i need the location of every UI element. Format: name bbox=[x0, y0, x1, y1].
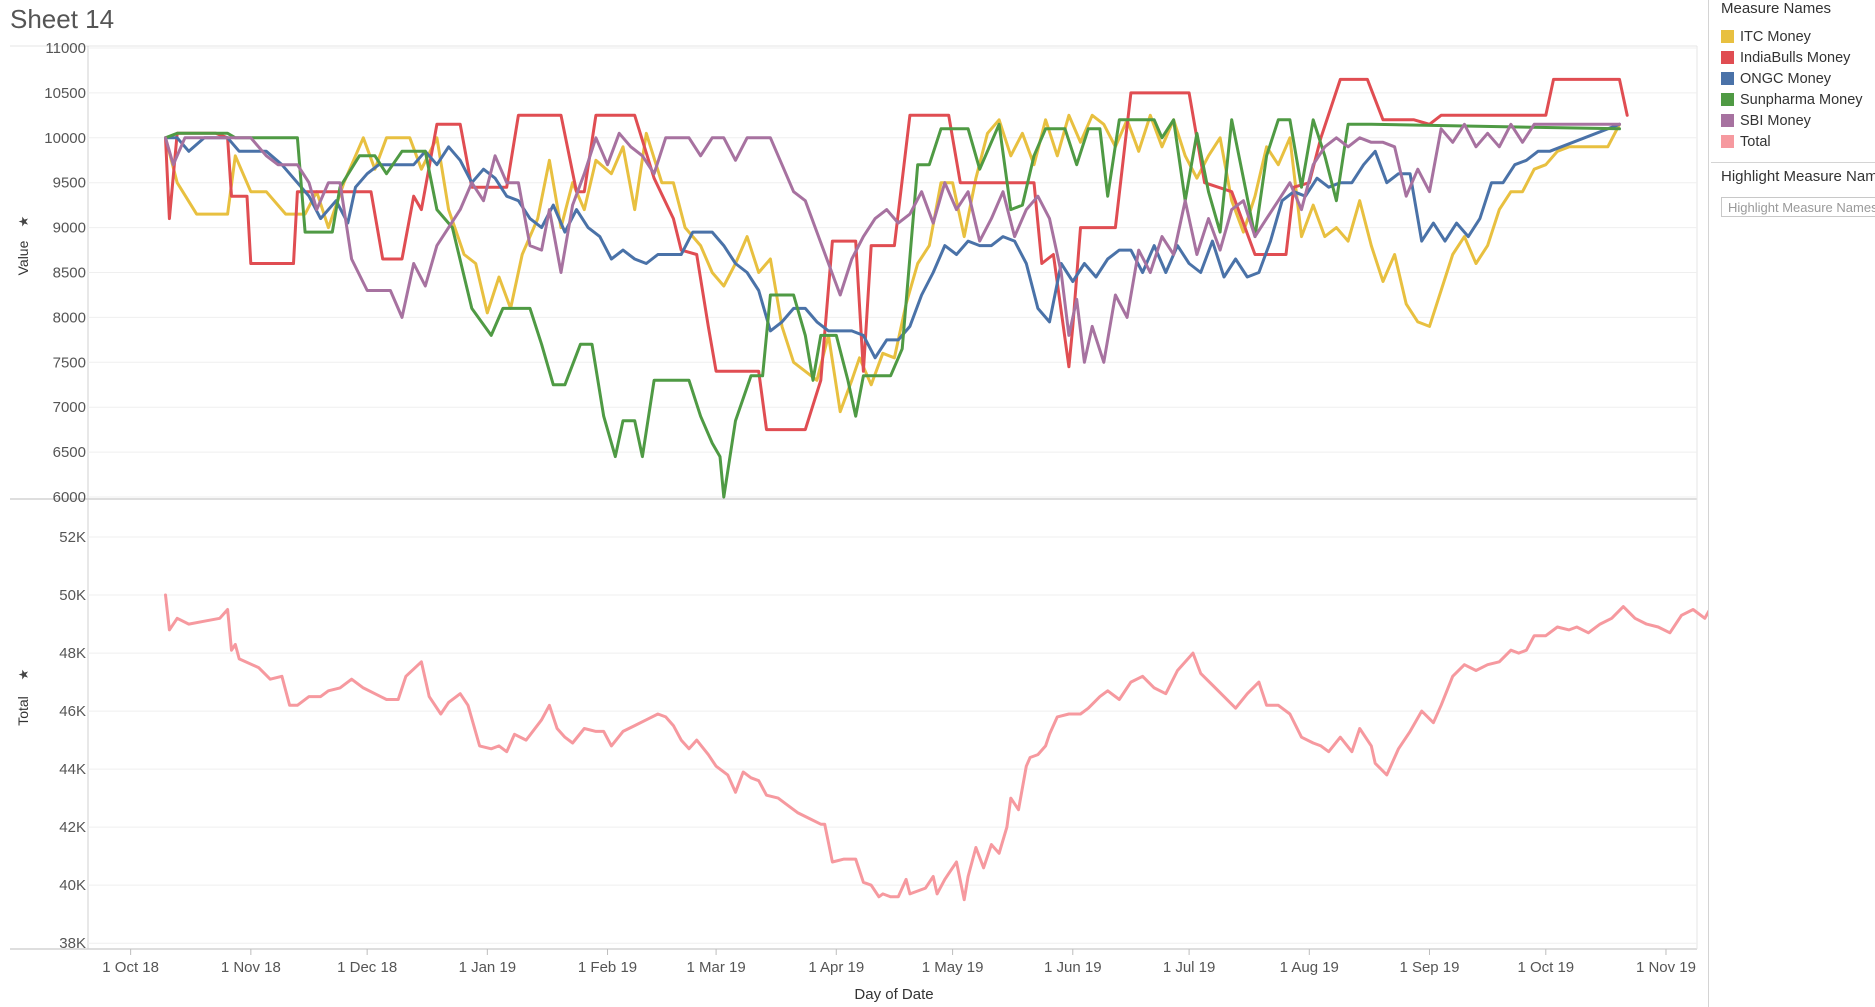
legend-item-indiabulls-money[interactable]: IndiaBulls Money bbox=[1721, 47, 1863, 68]
x-tick-label: 1 Dec 18 bbox=[337, 959, 397, 976]
y-tick-label: 40K bbox=[59, 877, 86, 894]
pin-icon[interactable]: ★ bbox=[17, 669, 32, 681]
legend-swatch bbox=[1721, 135, 1734, 148]
x-tick-label: 1 Feb 19 bbox=[578, 959, 637, 976]
chart-area[interactable]: 11000 10500 10000 9500 9000 8500 8000 7500 7000 6… bbox=[0, 0, 1708, 1007]
y-tick-label: 48K bbox=[59, 645, 86, 662]
highlight-title: Highlight Measure Names bbox=[1721, 168, 1875, 185]
x-tick-label: 1 Jul 19 bbox=[1163, 959, 1216, 976]
y-tick-label: 42K bbox=[59, 819, 86, 836]
legend-item-itc-money[interactable]: ITC Money bbox=[1721, 26, 1863, 47]
series-line-sbi-money[interactable] bbox=[164, 122, 1621, 364]
x-tick-label: 1 Nov 19 bbox=[1636, 959, 1696, 976]
legend-label: IndiaBulls Money bbox=[1740, 49, 1851, 66]
y-tick-label: 6500 bbox=[53, 444, 86, 461]
legend-item-sunpharma-money[interactable]: Sunpharma Money bbox=[1721, 89, 1863, 110]
legend-swatch bbox=[1721, 30, 1734, 43]
y-tick-label: 50K bbox=[59, 587, 86, 604]
y-tick-label: 38K bbox=[59, 935, 86, 952]
sheet-title: Sheet 14 bbox=[10, 4, 115, 34]
y-axis-title: Total bbox=[15, 696, 31, 726]
y-tick-label: 8500 bbox=[53, 265, 86, 282]
y-axis-title: Value bbox=[15, 240, 31, 275]
x-tick-label: 1 Nov 18 bbox=[221, 959, 281, 976]
y-tick-label: 8000 bbox=[53, 309, 86, 326]
y-tick-label: 46K bbox=[59, 703, 86, 720]
x-tick-label: 1 Oct 18 bbox=[102, 959, 159, 976]
legend-label: Sunpharma Money bbox=[1740, 91, 1863, 108]
y-tick-label: 7500 bbox=[53, 354, 86, 371]
pin-icon[interactable]: ★ bbox=[17, 216, 32, 228]
series-line-indiabulls-money[interactable] bbox=[164, 77, 1629, 432]
y-tick-label: 9500 bbox=[53, 175, 86, 192]
y-tick-label: 9000 bbox=[53, 220, 86, 237]
x-tick-label: 1 Oct 19 bbox=[1517, 959, 1574, 976]
legend-item-ongc-money[interactable]: ONGC Money bbox=[1721, 68, 1863, 89]
right-panel: Measure Names ITC Money IndiaBulls Money O… bbox=[1708, 0, 1875, 1007]
x-tick-label: 1 May 19 bbox=[922, 959, 984, 976]
legend-divider bbox=[1711, 162, 1875, 163]
y-tick-label: 7000 bbox=[53, 399, 86, 416]
y-tick-label: 6000 bbox=[53, 489, 86, 506]
legend-swatch bbox=[1721, 51, 1734, 64]
x-tick-label: 1 Aug 19 bbox=[1280, 959, 1339, 976]
y-tick-label: 10000 bbox=[44, 130, 86, 147]
series-line-itc-money[interactable] bbox=[164, 113, 1621, 414]
y-tick-label: 10500 bbox=[44, 85, 86, 102]
legend-label: ONGC Money bbox=[1740, 70, 1832, 87]
highlight-input[interactable] bbox=[1721, 197, 1875, 217]
y-tick-label: 11000 bbox=[45, 40, 86, 57]
legend-item-sbi-money[interactable]: SBI Money bbox=[1721, 110, 1863, 131]
legend-label: Total bbox=[1740, 133, 1771, 150]
legend-item-total[interactable]: Total bbox=[1721, 131, 1863, 152]
x-tick-label: 1 Jan 19 bbox=[459, 959, 517, 976]
legend-label: ITC Money bbox=[1740, 28, 1811, 45]
series-line-sunpharma-money[interactable] bbox=[164, 118, 1621, 499]
x-tick-label: 1 Apr 19 bbox=[808, 959, 864, 976]
legend-swatch bbox=[1721, 93, 1734, 106]
legend-label: SBI Money bbox=[1740, 112, 1811, 129]
legend: ITC Money IndiaBulls Money ONGC Money Sunph… bbox=[1721, 26, 1863, 152]
x-axis-title: Day of Date bbox=[854, 986, 933, 1003]
series-line-total[interactable] bbox=[164, 566, 1709, 902]
y-tick-label: 44K bbox=[59, 761, 86, 778]
x-tick-label: 1 Sep 19 bbox=[1399, 959, 1459, 976]
series-line-ongc-money[interactable] bbox=[164, 122, 1621, 360]
legend-title: Measure Names bbox=[1721, 0, 1832, 17]
y-tick-label: 52K bbox=[59, 529, 86, 546]
x-tick-label: 1 Jun 19 bbox=[1044, 959, 1102, 976]
legend-swatch bbox=[1721, 72, 1734, 85]
x-tick-label: 1 Mar 19 bbox=[686, 959, 745, 976]
legend-swatch bbox=[1721, 114, 1734, 127]
